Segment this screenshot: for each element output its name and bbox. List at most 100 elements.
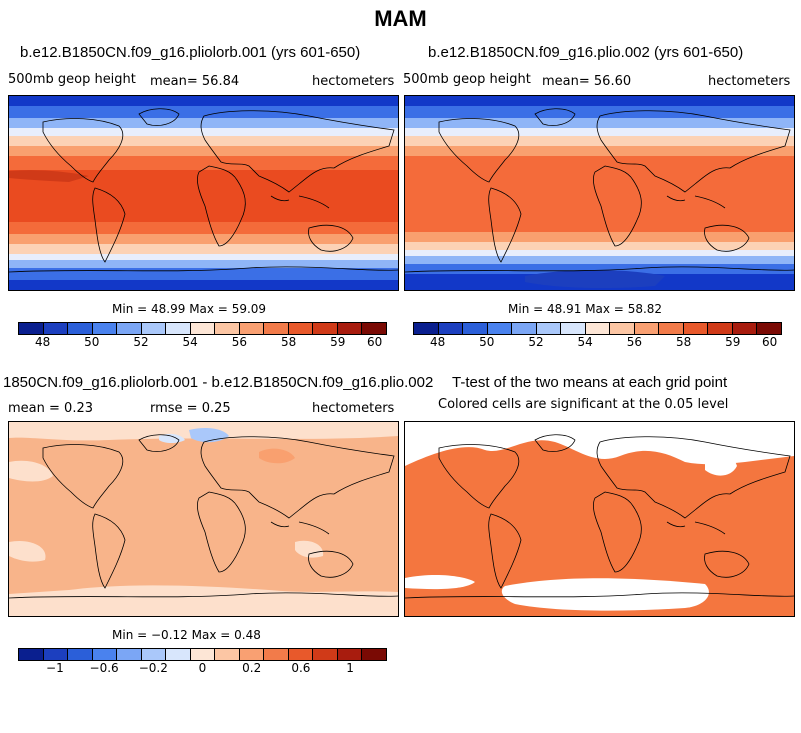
colorbar-swatch [414,323,439,334]
panel1-min-value: 48.99 [151,302,186,316]
colorbar-swatch [585,323,611,334]
colorbar-tick-label: 0 [198,661,207,675]
colorbar-tick-label: 1 [346,661,354,675]
colorbar-swatch [239,323,265,334]
panel1-mean-value: 56.84 [201,74,240,89]
panel4-title: T-test of the two means at each grid poi… [452,374,728,391]
colorbar-tick-label: 56 [626,335,643,349]
panel1-units: hectometers [312,74,395,89]
panel3-rmse-value: 0.25 [201,401,231,416]
colorbar-swatch [190,649,216,660]
colorbar-swatch [68,649,93,660]
panel2-max-value: 58.82 [627,302,663,316]
panel4-map-svg [405,422,794,616]
colorbar-swatch [264,649,289,660]
colorbar-swatch [288,649,314,660]
panel3-min-value: −0.12 [151,628,188,642]
colorbar-swatch [166,649,191,660]
colorbar-swatch [610,323,635,334]
panel2-min-value: 48.91 [547,302,582,316]
colorbar-swatch [68,323,93,334]
colorbar-tick-label: −1 [46,661,64,675]
colorbar-swatch [337,323,363,334]
colorbar-swatches [18,648,387,661]
colorbar-swatch [92,649,118,660]
colorbar-swatch [659,323,684,334]
colorbar-tick-label: 48 [429,335,446,349]
panel3-mean-value: 0.23 [64,401,93,416]
panel1-title: b.e12.B1850CN.f09_g16.pliolorb.001 (yrs … [20,44,361,61]
panel1-map [8,95,399,291]
panel3-title: 1850CN.f09_g16.pliolorb.001 - b.e12.B185… [3,374,434,391]
colorbar-swatch [117,323,142,334]
colorbar-swatch [215,323,240,334]
panel3-units: hectometers [312,401,395,416]
colorbar-swatch [512,323,537,334]
colorbar-tick-label: 54 [577,335,593,349]
colorbar-tick-label: 48 [34,335,51,349]
colorbar-tick-label: 0.6 [291,661,311,675]
colorbar-swatch [43,323,69,334]
colorbar-swatch [215,649,240,660]
panel2-min-label: Min = [508,302,544,316]
colorbar-tick-label: 50 [479,335,495,349]
colorbar-swatches [413,322,782,335]
colorbar-swatch [141,649,167,660]
colorbar-tick-label: −0.6 [89,661,119,675]
panel3-rmse-label: rmse = [150,401,198,416]
panel1-colorbar: 48 50 52 54 56 58 59 60 [18,322,387,351]
panel2-max-label: Max = [585,302,624,316]
panel2-variable: 500mb geop height [403,72,531,87]
colorbar-tick-label: 60 [367,335,383,349]
colorbar-swatch [117,649,142,660]
colorbar-tick-label: −0.2 [138,661,168,675]
colorbar-swatch [313,649,338,660]
colorbar-swatch [683,323,709,334]
colorbar-swatch [732,323,758,334]
colorbar-swatch [463,323,488,334]
colorbar-tick-label: 59 [725,335,741,349]
colorbar-tick-label: 54 [182,335,198,349]
colorbar-swatch [487,323,513,334]
panel3-colorbar: −1 −0.6 −0.2 0 0.2 0.6 1 [18,648,387,677]
colorbar-swatch [19,323,44,334]
panel1-max-value: 59.09 [231,302,267,316]
colorbar-tick-label: 60 [762,335,778,349]
panel2-colorbar: 48 50 52 54 56 58 59 60 [413,322,782,351]
colorbar-swatch [561,323,586,334]
panel3-max-label: Max = [191,628,231,642]
panel1-max-label: Max = [189,302,228,316]
colorbar-swatch [43,649,69,660]
colorbar-ticks-abs: 48 50 52 54 56 58 59 60 [18,335,387,351]
colorbar-swatch [337,649,363,660]
colorbar-swatch [166,323,191,334]
colorbar-tick-label: 56 [231,335,248,349]
colorbar-swatches [18,322,387,335]
colorbar-tick-label: 59 [330,335,346,349]
panel2-title: b.e12.B1850CN.f09_g16.plio.002 (yrs 601-… [428,44,744,61]
colorbar-ticks-diff: −1 −0.6 −0.2 0 0.2 0.6 1 [18,661,387,677]
colorbar-tick-label: 52 [528,335,544,349]
panel1-mean-label: mean= [150,74,198,89]
colorbar-ticks-abs: 48 50 52 54 56 58 59 60 [413,335,782,351]
panel3-mean-label: mean = [8,401,60,416]
colorbar-swatch [362,649,386,660]
colorbar-swatch [536,323,562,334]
colorbar-swatch [190,323,216,334]
panel2-map-svg [405,96,794,290]
panel4-map [404,421,795,617]
colorbar-swatch [313,323,338,334]
colorbar-tick-label: 52 [133,335,149,349]
panel2-mean-label: mean= [542,74,590,89]
colorbar-swatch [264,323,289,334]
panel4-subtitle: Colored cells are significant at the 0.0… [438,397,729,412]
colorbar-swatch [757,323,781,334]
colorbar-tick-label: 50 [84,335,100,349]
colorbar-swatch [438,323,464,334]
panel1-map-svg [9,96,398,290]
panel3-min-label: Min = [112,628,148,642]
panel3-max-value: 0.48 [234,628,261,642]
panel2-units: hectometers [708,74,791,89]
colorbar-swatch [708,323,733,334]
panel1-min-label: Min = [112,302,148,316]
